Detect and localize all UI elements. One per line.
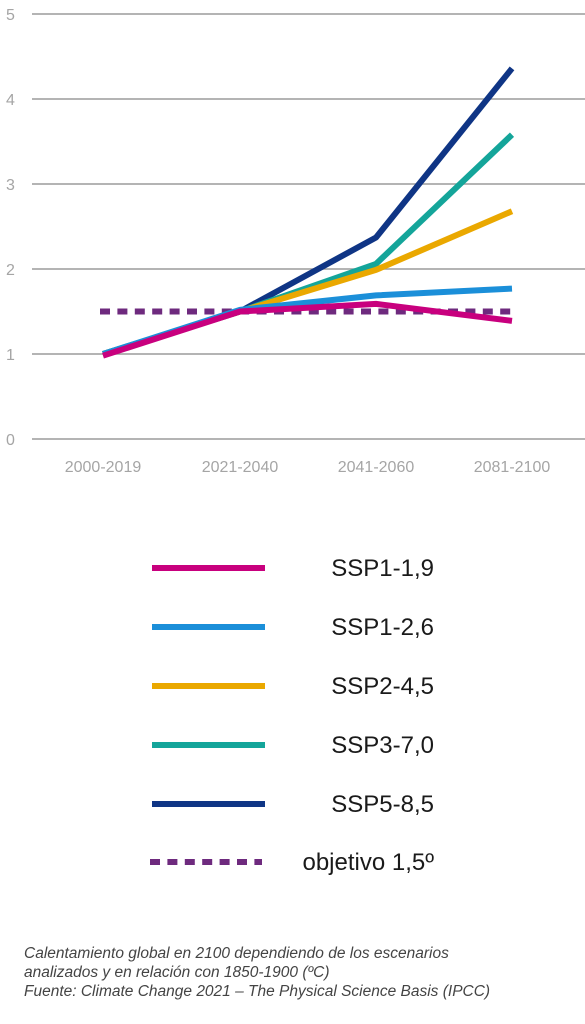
y-tick-label: 4 <box>6 92 15 109</box>
series-line-ssp1-2-6 <box>102 285 513 357</box>
y-tick-label: 2 <box>6 262 15 279</box>
legend-label: SSP2-4,5 <box>331 673 434 700</box>
y-tick-label: 1 <box>6 347 15 364</box>
figure-caption: Calentamiento global en 2100 dependiendo… <box>24 944 574 1001</box>
series-lines <box>100 66 515 359</box>
grid-lines <box>32 13 585 440</box>
legend-label: objetivo 1,5º <box>302 849 434 876</box>
y-tick-label: 5 <box>6 7 15 24</box>
line-chart: 0 1 2 3 4 5 2000-2019 2021-2040 2041-2060 2081-2… <box>6 7 585 876</box>
x-tick-label: 2021-2040 <box>202 459 279 476</box>
y-tick-label: 3 <box>6 177 15 194</box>
y-tick-label: 0 <box>6 432 15 449</box>
legend-label: SSP5-8,5 <box>331 791 434 818</box>
legend-label: SSP1-2,6 <box>331 614 434 641</box>
caption-line-1: Calentamiento global en 2100 dependiendo… <box>24 945 449 962</box>
caption-line-2: analizados y en relación con 1850-1900 (… <box>24 964 330 981</box>
caption-line-3: Fuente: Climate Change 2021 – The Physic… <box>24 983 491 1000</box>
x-tick-label: 2081-2100 <box>474 459 551 476</box>
legend-label: SSP3-7,0 <box>331 732 434 759</box>
x-tick-label: 2000-2019 <box>65 459 142 476</box>
series-line-ssp1-1-9 <box>102 300 513 359</box>
legend-label: SSP1-1,9 <box>331 555 434 582</box>
legend: SSP1-1,9 SSP1-2,6 SSP2-4,5 SSP3-7,0 SSP5-8,5… <box>150 555 434 876</box>
y-axis-ticks: 0 1 2 3 4 5 <box>6 7 15 449</box>
x-tick-label: 2041-2060 <box>338 459 415 476</box>
x-axis-ticks: 2000-2019 2021-2040 2041-2060 2081-2100 <box>65 459 551 476</box>
series-line-ssp3-7-0 <box>102 132 515 357</box>
